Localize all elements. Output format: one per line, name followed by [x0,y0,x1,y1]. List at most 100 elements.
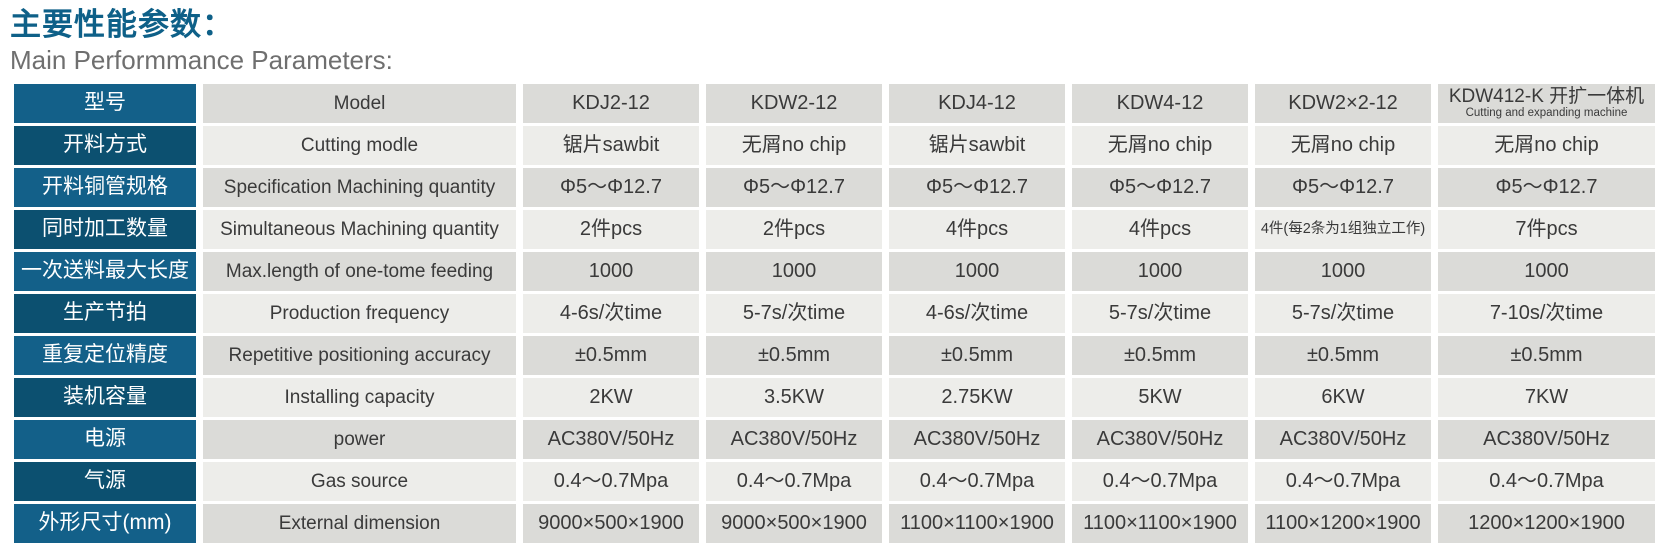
param-value: 2.75KW [889,378,1065,417]
param-value: 4件pcs [889,210,1065,249]
param-value: KDJ4-12 [889,84,1065,123]
param-value: 锯片sawbit [523,126,699,165]
param-value: Φ5～Φ12.7 [1072,168,1248,207]
param-label-zh: 电源 [14,420,196,459]
param-label-zh: 开料铜管规格 [14,168,196,207]
param-value: ±0.5mm [1438,336,1655,375]
param-value: 5-7s/次time [706,294,882,333]
param-value: 0.4～0.7Mpa [1072,462,1248,501]
param-value: 无屑no chip [706,126,882,165]
model-subtitle: Cutting and expanding machine [1465,107,1628,119]
param-label-en: External dimension [203,504,516,543]
param-label-zh: 型号 [14,84,196,123]
page-title-en: Main Performmance Parameters: [10,45,393,75]
param-value: 4-6s/次time [889,294,1065,333]
param-value: AC380V/50Hz [1072,420,1248,459]
param-label-zh: 重复定位精度 [14,336,196,375]
param-value: AC380V/50Hz [889,420,1065,459]
param-label-en: Model [203,84,516,123]
param-label-en: Repetitive positioning accuracy [203,336,516,375]
param-value: 1000 [1072,252,1248,291]
param-value: 7-10s/次time [1438,294,1655,333]
param-value: Φ5～Φ12.7 [889,168,1065,207]
param-value: KDW4-12 [1072,84,1248,123]
param-value: ±0.5mm [706,336,882,375]
table-row-simultaneous-quantity: 同时加工数量 Simultaneous Machining quantity 2… [14,210,1662,249]
param-value: KDW2×2-12 [1255,84,1431,123]
param-label-zh: 外形尺寸(mm) [14,504,196,543]
param-label-en: Specification Machining quantity [203,168,516,207]
param-value: Φ5～Φ12.7 [706,168,882,207]
param-value: 2件pcs [706,210,882,249]
table-row-power: 电源 power AC380V/50Hz AC380V/50Hz AC380V/… [14,420,1662,459]
param-value: 1000 [706,252,882,291]
param-value: KDJ2-12 [523,84,699,123]
param-label-zh: 装机容量 [14,378,196,417]
param-value: 9000×500×1900 [706,504,882,543]
param-value: 0.4～0.7Mpa [523,462,699,501]
param-value: 6KW [1255,378,1431,417]
param-value: 1200×1200×1900 [1438,504,1655,543]
param-value: ±0.5mm [889,336,1065,375]
param-label-en: Max.length of one-tome feeding [203,252,516,291]
param-value: 1000 [1438,252,1655,291]
param-value: 1000 [523,252,699,291]
page-title-zh: 主要性能参数： [10,7,234,42]
table-row-gas-source: 气源 Gas source 0.4～0.7Mpa 0.4～0.7Mpa 0.4～… [14,462,1662,501]
param-value: Φ5～Φ12.7 [523,168,699,207]
table-row-production-frequency: 生产节拍 Production frequency 4-6s/次time 5-7… [14,294,1662,333]
table-row-cutting-mode: 开料方式 Cutting modle 锯片sawbit 无屑no chip 锯片… [14,126,1662,165]
param-value: ±0.5mm [523,336,699,375]
param-value: Φ5～Φ12.7 [1255,168,1431,207]
param-label-zh: 气源 [14,462,196,501]
param-value: KDW2-12 [706,84,882,123]
param-value: 4件(每2条为1组独立工作) [1255,210,1431,249]
table-row-installing-capacity: 装机容量 Installing capacity 2KW 3.5KW 2.75K… [14,378,1662,417]
param-value: AC380V/50Hz [1438,420,1655,459]
param-label-zh: 一次送料最大长度 [14,252,196,291]
param-value: 5KW [1072,378,1248,417]
param-value: ±0.5mm [1255,336,1431,375]
param-value: 2KW [523,378,699,417]
param-value: 4-6s/次time [523,294,699,333]
param-label-zh: 同时加工数量 [14,210,196,249]
param-label-en: Cutting modle [203,126,516,165]
param-value: 4件pcs [1072,210,1248,249]
param-value: 3.5KW [706,378,882,417]
param-value: 7件pcs [1438,210,1655,249]
param-value: 5-7s/次time [1255,294,1431,333]
page-header: 主要性能参数： Main Performmance Parameters: [0,0,1675,76]
param-value: 锯片sawbit [889,126,1065,165]
param-value: 5-7s/次time [1072,294,1248,333]
param-label-zh: 生产节拍 [14,294,196,333]
param-value: 0.4～0.7Mpa [706,462,882,501]
param-label-en: Gas source [203,462,516,501]
param-value: 9000×500×1900 [523,504,699,543]
table-row-pipe-spec: 开料铜管规格 Specification Machining quantity … [14,168,1662,207]
model-name: KDW412-K 开扩一体机 [1448,86,1645,107]
param-label-en: power [203,420,516,459]
param-value: 1100×1100×1900 [1072,504,1248,543]
table-row-external-dimension: 外形尺寸(mm) External dimension 9000×500×190… [14,504,1662,543]
param-value: 无屑no chip [1072,126,1248,165]
param-value-combined-model: KDW412-K 开扩一体机 Cutting and expanding mac… [1438,84,1655,123]
param-label-en: Production frequency [203,294,516,333]
param-label-zh: 开料方式 [14,126,196,165]
param-label-en: Installing capacity [203,378,516,417]
param-value: 2件pcs [523,210,699,249]
table-row-model: 型号 Model KDJ2-12 KDW2-12 KDJ4-12 KDW4-12… [14,84,1662,123]
param-value: AC380V/50Hz [706,420,882,459]
param-value: AC380V/50Hz [523,420,699,459]
param-value: 0.4～0.7Mpa [1438,462,1655,501]
param-value: 1000 [889,252,1065,291]
param-value: 无屑no chip [1255,126,1431,165]
param-value: 1100×1100×1900 [889,504,1065,543]
param-value: 7KW [1438,378,1655,417]
param-value: 1100×1200×1900 [1255,504,1431,543]
param-value: 0.4～0.7Mpa [1255,462,1431,501]
param-value: 1000 [1255,252,1431,291]
param-value: 无屑no chip [1438,126,1655,165]
param-value: ±0.5mm [1072,336,1248,375]
param-value: 0.4～0.7Mpa [889,462,1065,501]
